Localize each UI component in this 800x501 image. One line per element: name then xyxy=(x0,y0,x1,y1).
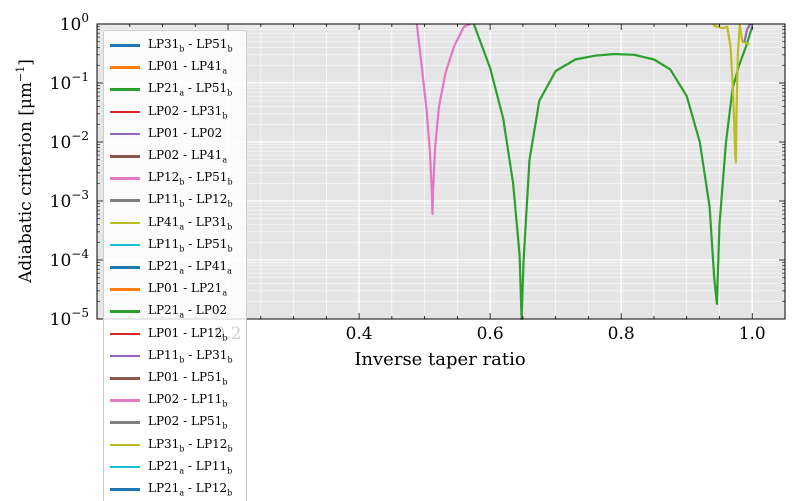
legend-item: LP21a - LP11b xyxy=(104,456,246,478)
legend-swatch xyxy=(110,377,140,380)
y-tick-label: 10−1 xyxy=(50,70,89,94)
y-tick-label: 10−3 xyxy=(50,188,89,212)
legend-label: LP01 - LP21a xyxy=(148,281,228,298)
legend-item: LP01 - LP12b xyxy=(104,323,246,345)
legend: LP31b - LP51b LP01 - LP41a LP21a - LP51b LP… xyxy=(103,30,247,501)
legend-item: LP01 - LP02 xyxy=(104,123,246,145)
x-tick-label: 0.6 xyxy=(477,324,504,344)
series-line xyxy=(415,22,471,216)
legend-item: LP11b - LP31b xyxy=(104,345,246,367)
legend-swatch xyxy=(110,110,140,114)
y-tick-label: 10−5 xyxy=(50,306,89,330)
legend-swatch xyxy=(110,465,140,469)
legend-swatch xyxy=(110,288,140,291)
legend-label: LP01 - LP41a xyxy=(148,59,228,76)
legend-swatch xyxy=(110,66,140,69)
legend-swatch xyxy=(110,421,140,424)
series-line xyxy=(472,23,754,321)
legend-swatch xyxy=(110,332,140,336)
legend-swatch xyxy=(110,443,140,447)
legend-item: LP31b - LP12b xyxy=(104,434,246,456)
legend-item: LP11b - LP51b xyxy=(104,234,246,256)
y-tick-label: 10−4 xyxy=(50,247,90,271)
legend-label: LP21a - LP02 xyxy=(148,303,228,320)
legend-swatch xyxy=(110,132,140,136)
legend-item: LP21a - LP12b xyxy=(104,478,246,500)
y-axis-label: Adiabatic criterion [μm−1] xyxy=(14,59,36,284)
legend-swatch xyxy=(110,266,140,269)
legend-label: LP31b - LP51b xyxy=(148,37,233,54)
legend-label: LP01 - LP02 xyxy=(148,125,223,140)
legend-label: LP01 - LP12b xyxy=(148,325,228,342)
plot-frame xyxy=(96,23,786,320)
legend-label: LP11b - LP31b xyxy=(148,347,233,365)
x-tick-label: 0.8 xyxy=(608,324,635,344)
legend-item: LP02 - LP51b xyxy=(104,411,246,433)
legend-item: LP02 - LP31b xyxy=(104,101,246,123)
series-line xyxy=(712,24,751,164)
legend-label: LP31b - LP12b xyxy=(148,436,233,453)
legend-swatch xyxy=(110,199,140,202)
legend-swatch xyxy=(110,155,140,158)
series-layer xyxy=(415,22,754,321)
legend-label: LP41a - LP31b xyxy=(148,214,233,231)
y-tick-label: 100 xyxy=(60,11,89,35)
legend-label: LP02 - LP31b xyxy=(148,103,228,120)
legend-label: LP02 - LP51b xyxy=(148,414,228,431)
legend-label: LP21a - LP41a xyxy=(148,259,232,276)
legend-item: LP02 - LP11b xyxy=(104,389,246,411)
legend-swatch xyxy=(110,310,140,313)
legend-item: LP01 - LP41a xyxy=(104,56,246,78)
legend-label: LP12b - LP51b xyxy=(148,170,233,187)
legend-label: LP02 - LP11b xyxy=(148,392,228,409)
legend-swatch xyxy=(110,221,140,225)
x-tick-label: 0.4 xyxy=(346,324,373,344)
legend-item: LP02 - LP41a xyxy=(104,145,246,167)
legend-item: LP31b - LP51b xyxy=(104,34,246,56)
legend-item: LP41a - LP31b xyxy=(104,212,246,234)
legend-label: LP21a - LP51b xyxy=(148,81,233,98)
legend-swatch xyxy=(110,177,140,180)
legend-label: LP11b - LP51b xyxy=(148,236,233,254)
legend-label: LP11b - LP12b xyxy=(148,192,233,209)
legend-label: LP21a - LP11b xyxy=(148,458,233,476)
legend-item: LP21a - LP51b xyxy=(104,78,246,100)
legend-swatch xyxy=(110,243,140,247)
series-line xyxy=(743,23,753,43)
legend-label: LP21a - LP12b xyxy=(148,481,233,498)
legend-swatch xyxy=(110,488,140,491)
legend-label: LP01 - LP51b xyxy=(148,370,228,387)
y-tick-label: 10−2 xyxy=(50,129,89,153)
legend-item: LP21a - LP41a xyxy=(104,256,246,278)
legend-item: LP12b - LP51b xyxy=(104,167,246,189)
legend-swatch xyxy=(110,399,140,402)
legend-item: LP21a - LP02 xyxy=(104,300,246,322)
legend-swatch xyxy=(110,354,140,358)
x-tick-label: 1.0 xyxy=(739,324,766,344)
legend-label: LP02 - LP41a xyxy=(148,148,228,165)
legend-swatch xyxy=(110,44,140,47)
legend-item: LP11b - LP12b xyxy=(104,189,246,211)
legend-swatch xyxy=(110,88,140,91)
legend-item: LP01 - LP21a xyxy=(104,278,246,300)
x-axis-label: Inverse taper ratio xyxy=(354,349,525,370)
legend-item: LP01 - LP51b xyxy=(104,367,246,389)
